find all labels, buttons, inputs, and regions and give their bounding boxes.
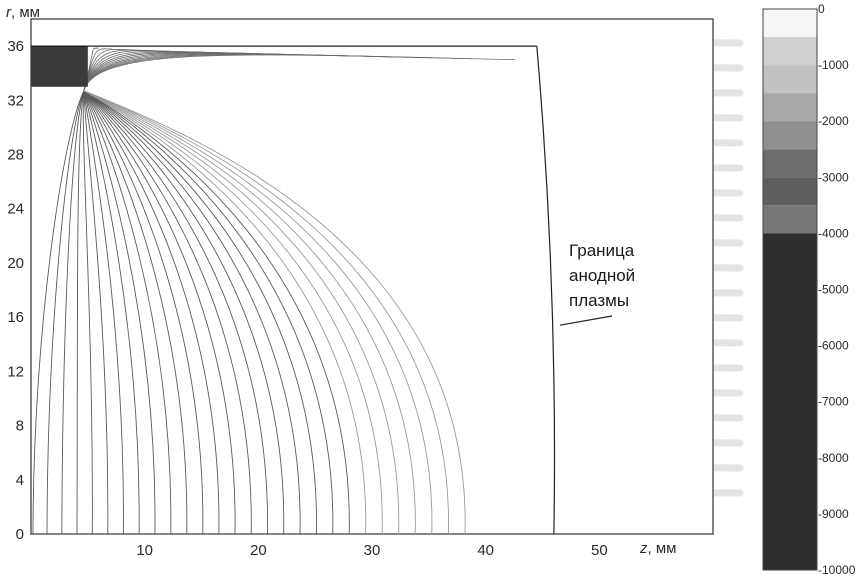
contour-line (83, 90, 367, 535)
contour-line (83, 90, 449, 535)
annotation-line-1: Граница (569, 241, 635, 260)
colorbar-tick-label: -9000 (818, 507, 849, 521)
colorbar-tick-label: -10000 (818, 563, 856, 577)
colorbar-tick-label: -4000 (818, 226, 849, 240)
y-tick-label: 28 (7, 147, 24, 164)
plasma-boundary-annotation: Граница анодной плазмы (559, 238, 646, 326)
colorbar-tick-label: -6000 (818, 339, 849, 353)
contour-line (83, 54, 516, 91)
contour-line (46, 90, 85, 535)
contour-line (83, 90, 156, 535)
y-tick-label: 8 (16, 418, 24, 435)
colorbar-band (763, 65, 817, 94)
contour-line (61, 90, 85, 535)
colorbar-band (763, 37, 817, 66)
contour-line (83, 90, 416, 535)
x-tick-labels: 10 20 30 40 50 (136, 542, 607, 559)
colorbar-band (763, 93, 817, 122)
annotation-leader (559, 315, 613, 326)
colorbar-band (763, 121, 817, 150)
electrode-shape (31, 45, 537, 87)
y-tick-label: 36 (7, 38, 24, 55)
colorbar-frame (762, 8, 818, 571)
colorbar-band (763, 177, 817, 206)
contour-line (83, 90, 236, 535)
contour-line (83, 90, 124, 535)
y-tick-label: 0 (16, 526, 24, 543)
colorbar-tick-label: -1000 (818, 58, 849, 72)
electrode-block (31, 46, 88, 87)
contour-line (83, 90, 350, 535)
contour-line (83, 90, 400, 535)
contour-line (83, 90, 301, 535)
x-tick-label: 40 (477, 542, 494, 559)
colorbar-tick-label: -5000 (818, 283, 849, 297)
y-tick-label: 4 (16, 472, 24, 489)
contour-line (83, 90, 188, 535)
colorbar: 0 -1000 -2000 -3000 -4000 -5000 -6000 -7000 -800… (762, 2, 856, 577)
contour-line (83, 90, 220, 535)
contour-line (82, 90, 93, 535)
y-tick-label: 16 (7, 309, 24, 326)
plasma-boundary-line (536, 46, 556, 535)
contour-line (76, 90, 85, 535)
colorbar-tick-label: -2000 (818, 114, 849, 128)
colorbar-band (763, 9, 817, 38)
y-axis-label: r, мм (6, 4, 40, 21)
contour-line (83, 90, 317, 535)
colorbar-tick-label: -8000 (818, 451, 849, 465)
contour-line (83, 90, 268, 535)
contour-line (83, 90, 109, 535)
colorbar-tick-labels: 0 -1000 -2000 -3000 -4000 -5000 -6000 -7000 -800… (818, 2, 856, 577)
annotation-line-3: плазмы (569, 291, 629, 310)
contour-line (83, 90, 466, 535)
contour-line (83, 90, 140, 535)
contour-line (83, 90, 383, 535)
x-tick-label: 30 (364, 542, 381, 559)
contour-line (83, 90, 204, 535)
colorbar-tick-label: -7000 (818, 395, 849, 409)
x-tick-label: 10 (136, 542, 153, 559)
colorbar-band (763, 149, 817, 178)
domain-boundary (536, 46, 556, 535)
contour-line (83, 90, 252, 535)
contour-lines (32, 47, 516, 535)
y-tick-label: 24 (7, 201, 24, 218)
y-tick-labels: 0 4 8 12 16 20 24 28 32 36 (7, 38, 24, 543)
y-tick-label: 32 (7, 92, 24, 109)
x-axis-label: z, мм (639, 540, 676, 557)
colorbar-tick-label: 0 (818, 2, 825, 16)
contour-line (83, 90, 285, 535)
y-tick-label: 20 (7, 255, 24, 272)
contour-line (32, 90, 85, 535)
annotation-line-2: анодной (569, 266, 635, 285)
colorbar-band (763, 205, 817, 234)
x-tick-label: 50 (591, 542, 608, 559)
colorbar-band (763, 233, 817, 570)
contour-line (83, 90, 433, 535)
contour-line (83, 90, 334, 535)
y-tick-label: 12 (7, 363, 24, 380)
contour-line (83, 90, 172, 535)
colorbar-tick-label: -3000 (818, 170, 849, 184)
colorbar-bands (763, 9, 817, 570)
x-tick-label: 20 (250, 542, 267, 559)
